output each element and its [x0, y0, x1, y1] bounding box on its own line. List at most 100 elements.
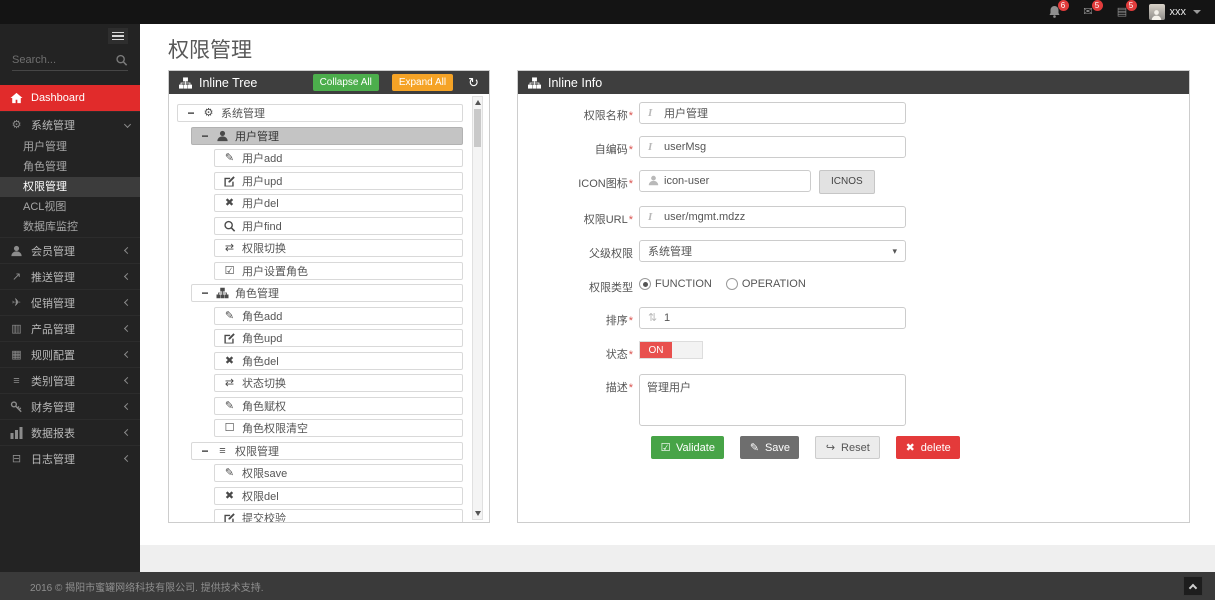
tree-node[interactable]: 提交校验 [214, 509, 463, 522]
sidebar-item[interactable]: ✈ 促销管理 [0, 289, 140, 315]
pencil-icon: ✎ [224, 467, 235, 479]
validate-button[interactable]: ☑ Validate [651, 436, 724, 459]
collapse-minus-icon[interactable]: − [201, 286, 209, 300]
sidebar-group-open[interactable]: ⚙ 系统管理 [0, 111, 140, 137]
save-button[interactable]: ✎ Save [739, 436, 800, 459]
sidebar-subitem[interactable]: 角色管理 [23, 161, 67, 173]
collapse-minus-icon[interactable]: − [187, 106, 195, 120]
tree-node[interactable]: ⇄ 权限切换 [214, 239, 463, 257]
pencil-icon: ✎ [224, 309, 235, 322]
reset-button[interactable]: ↪ Reset [815, 436, 880, 459]
collapse-minus-icon[interactable]: − [201, 128, 209, 143]
description-textarea[interactable]: 管理用户 [639, 374, 906, 426]
notifications-menu[interactable]: 6 [1047, 0, 1069, 19]
scrollbar-thumb[interactable] [474, 109, 481, 147]
status-toggle[interactable]: ON [639, 341, 703, 359]
content-wrapper: 权限管理 Inline Tree Collapse All Expand All… [140, 24, 1215, 545]
user-menu[interactable]: xxx [1148, 4, 1201, 20]
search-input[interactable] [12, 54, 115, 66]
tree-node[interactable]: 用户find [214, 216, 463, 235]
user-icon [10, 245, 23, 257]
field-row-type: 权限类型 FUNCTION OPERATION [518, 274, 1189, 295]
sidebar-item[interactable]: 会员管理 [0, 237, 140, 263]
tasks-menu[interactable]: ▤ 5 [1115, 0, 1137, 19]
tree-node[interactable]: ✎ 用户add [214, 149, 463, 167]
inline-info-panel: Inline Info 权限名称* I 自编码* I [517, 70, 1190, 523]
required-star: * [628, 382, 633, 394]
sidebar-subitem[interactable]: 权限管理 [0, 177, 140, 197]
tree-node[interactable]: − ⚙ 系统管理 [177, 104, 463, 122]
icnos-button[interactable]: ICNOS [819, 170, 875, 194]
radio-operation[interactable]: OPERATION [725, 278, 806, 290]
messages-menu[interactable]: ✉ 5 [1081, 0, 1103, 19]
tree-node[interactable]: ✎ 角色赋权 [214, 396, 463, 415]
parent-permission-select[interactable]: 系统管理 ▾ [639, 240, 906, 262]
sidebar-item[interactable]: ▥ 产品管理 [0, 315, 140, 341]
edit-icon [223, 175, 236, 187]
expand-all-button[interactable]: Expand All [391, 74, 454, 91]
tree-node[interactable]: ☑ 用户设置角色 [214, 261, 463, 280]
sidebar-search [12, 54, 128, 71]
sidebar-item[interactable]: ≡ 类别管理 [0, 367, 140, 393]
inline-info-body: 权限名称* I 自编码* I ICON图 [518, 94, 1189, 522]
sitemap-icon [216, 287, 229, 299]
chevron-up-icon [1188, 583, 1198, 592]
delete-button[interactable]: ✖ delete [895, 436, 960, 459]
sidebar-item[interactable]: ⊟ 日志管理 [0, 445, 140, 471]
field-label-status: 状态* [605, 349, 633, 361]
inline-tree-header: Inline Tree Collapse All Expand All ↻ [169, 71, 489, 94]
sidebar-item[interactable]: 数据报表 [0, 419, 140, 445]
chevron-left-icon [123, 324, 132, 333]
permission-name-input[interactable] [639, 102, 906, 124]
field-label-icon: ICON图标* [578, 178, 633, 190]
toggle-on-label: ON [640, 342, 672, 358]
chart-icon [10, 427, 23, 439]
tree-node[interactable]: 角色upd [214, 329, 463, 347]
chevron-left-icon [123, 376, 132, 385]
tree-node[interactable]: − ≡ 权限管理 [191, 441, 463, 460]
chevron-down-icon [123, 120, 132, 129]
sidebar-item[interactable]: ↗ 推送管理 [0, 263, 140, 289]
hamburger-menu-icon[interactable] [108, 28, 128, 44]
tree-node[interactable]: ✎ 角色add [214, 306, 463, 325]
envelope-icon: ✉ [1083, 6, 1093, 18]
field-row-desc: 描述* 管理用户 [518, 374, 1189, 426]
key-icon [10, 401, 23, 413]
select-caret-icon: ▾ [892, 245, 897, 256]
icon-input[interactable] [639, 170, 811, 192]
radio-selected-icon [639, 278, 651, 290]
scroll-to-top-button[interactable] [1183, 576, 1203, 596]
user-icon [216, 130, 229, 142]
tree-node[interactable]: 用户upd [214, 171, 463, 190]
sidebar-subitem[interactable]: 用户管理 [23, 141, 67, 153]
collapse-all-button[interactable]: Collapse All [312, 74, 379, 91]
tree-node[interactable]: ✖ 用户del [214, 194, 463, 212]
tree-node[interactable]: ✎ 权限save [214, 464, 463, 482]
field-label-url: 权限URL* [583, 214, 633, 226]
tree-node[interactable]: − 角色管理 [191, 284, 463, 302]
collapse-minus-icon[interactable]: − [201, 443, 209, 458]
sidebar-subitem[interactable]: ACL视图 [23, 201, 67, 213]
refresh-icon[interactable]: ↻ [468, 74, 479, 90]
tree-node[interactable]: − 用户管理 [191, 126, 463, 145]
tree-node[interactable]: ✖ 权限del [214, 486, 463, 505]
tree-node[interactable]: ⇄ 状态切换 [214, 374, 463, 392]
sidebar-item-dashboard[interactable]: Dashboard [0, 85, 147, 111]
x-icon: ✖ [224, 354, 235, 367]
sidebar-item[interactable]: 财务管理 [0, 393, 140, 419]
tree-node[interactable]: ☐ 角色权限清空 [214, 419, 463, 437]
scroll-up-arrow-icon[interactable] [475, 100, 481, 105]
scroll-down-arrow-icon[interactable] [475, 511, 481, 516]
messages-count: 5 [1091, 0, 1103, 11]
sidebar-item[interactable]: ▦ 规则配置 [0, 341, 140, 367]
tree-node[interactable]: ✖ 角色del [214, 351, 463, 370]
chevron-left-icon [123, 454, 132, 463]
inline-tree-title: Inline Tree [199, 75, 258, 90]
sidebar-subitem[interactable]: 数据库监控 [23, 221, 78, 233]
footer: 2016 © 揭阳市蜜罐网络科技有限公司. 提供技术支持. [0, 572, 1215, 600]
url-input[interactable] [639, 206, 906, 228]
radio-function[interactable]: FUNCTION [639, 278, 712, 290]
tree-scrollbar[interactable] [472, 96, 483, 520]
code-input[interactable] [639, 136, 906, 158]
sort-input[interactable] [639, 307, 906, 329]
